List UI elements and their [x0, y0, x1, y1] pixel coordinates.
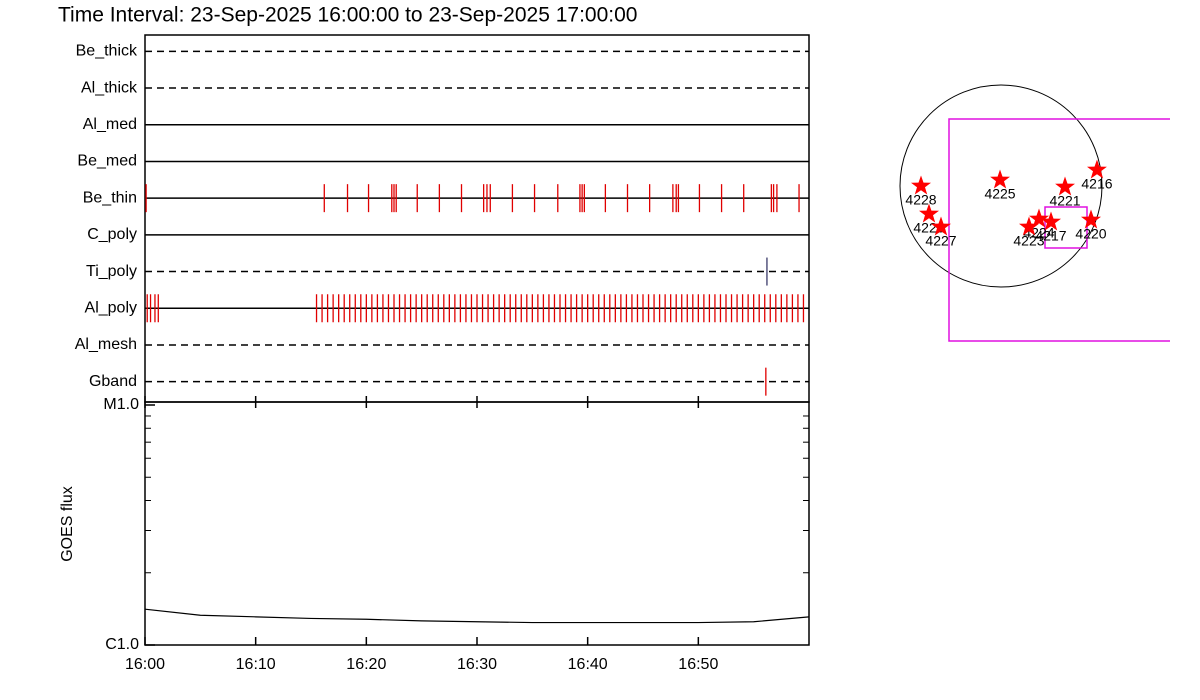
- region-star: [919, 203, 939, 223]
- region-star: [911, 175, 931, 195]
- fov-box: [948, 118, 1170, 342]
- region-star: [1055, 176, 1075, 196]
- filter-label: Ti_poly: [86, 263, 137, 280]
- x-tick-label: 16:30: [457, 656, 497, 673]
- y-tick-label: M1.0: [103, 396, 139, 413]
- region-label: 4220: [1075, 226, 1106, 242]
- x-tick-label: 16:00: [125, 656, 165, 673]
- region-label: 4217: [1035, 228, 1066, 244]
- region-star: [1041, 211, 1061, 231]
- chart-title: Time Interval: 23-Sep-2025 16:00:00 to 2…: [58, 4, 637, 27]
- region-star: [1087, 159, 1107, 179]
- filter-label: Al_thick: [81, 79, 138, 96]
- y-tick-label: C1.0: [105, 636, 139, 653]
- solar-disk: [899, 84, 1103, 288]
- region-label: 4216: [1081, 176, 1112, 192]
- region-label: 4225: [984, 186, 1015, 202]
- region-label: 4228: [905, 192, 936, 208]
- filter-label: Al_mesh: [75, 336, 137, 353]
- region-star: [1029, 208, 1049, 228]
- fov-box-small: [1044, 206, 1088, 249]
- filter-label: Al_med: [83, 116, 137, 133]
- filter-label: Be_thin: [83, 189, 137, 206]
- region-star: [1081, 209, 1101, 229]
- region-label: 4223: [1013, 233, 1044, 249]
- filter-label: Al_poly: [85, 299, 137, 316]
- filter-label: Gband: [89, 373, 137, 390]
- region-star: [1019, 216, 1039, 236]
- region-label: 4227: [925, 233, 956, 249]
- y-axis-label: GOES flux: [59, 486, 76, 562]
- goes-flux-line: [144, 608, 810, 624]
- filter-label: C_poly: [87, 226, 137, 243]
- x-tick-label: 16:40: [568, 656, 608, 673]
- filter-label: Be_med: [77, 153, 137, 170]
- x-tick-label: 16:20: [346, 656, 386, 673]
- x-tick-label: 16:10: [236, 656, 276, 673]
- region-label: 4221: [1049, 193, 1080, 209]
- region-star: [990, 169, 1010, 189]
- filter-label: Be_thick: [76, 43, 138, 60]
- x-tick-label: 16:50: [678, 656, 718, 673]
- region-star: [931, 216, 951, 236]
